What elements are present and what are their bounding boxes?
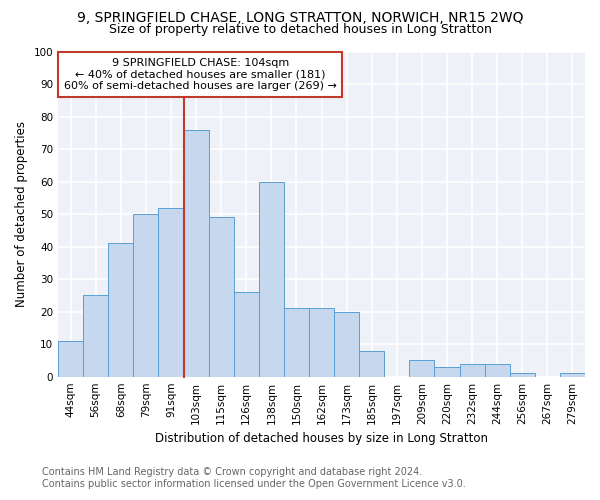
Bar [209, 218, 233, 376]
Bar [133, 214, 158, 376]
Bar [233, 292, 259, 376]
Bar [108, 244, 133, 376]
Bar [259, 182, 284, 376]
Bar [309, 308, 334, 376]
Bar [158, 208, 184, 376]
Text: Size of property relative to detached houses in Long Stratton: Size of property relative to detached ho… [109, 22, 491, 36]
Bar [83, 296, 108, 376]
Text: 9, SPRINGFIELD CHASE, LONG STRATTON, NORWICH, NR15 2WQ: 9, SPRINGFIELD CHASE, LONG STRATTON, NOR… [77, 11, 523, 25]
Bar [284, 308, 309, 376]
Bar [58, 341, 83, 376]
Y-axis label: Number of detached properties: Number of detached properties [15, 121, 28, 307]
Bar [359, 350, 384, 376]
Bar [334, 312, 359, 376]
Bar [460, 364, 485, 376]
Text: Contains HM Land Registry data © Crown copyright and database right 2024.
Contai: Contains HM Land Registry data © Crown c… [42, 468, 466, 489]
Bar [510, 374, 535, 376]
Text: 9 SPRINGFIELD CHASE: 104sqm
← 40% of detached houses are smaller (181)
60% of se: 9 SPRINGFIELD CHASE: 104sqm ← 40% of det… [64, 58, 337, 91]
X-axis label: Distribution of detached houses by size in Long Stratton: Distribution of detached houses by size … [155, 432, 488, 445]
Bar [434, 367, 460, 376]
Bar [184, 130, 209, 376]
Bar [560, 374, 585, 376]
Bar [409, 360, 434, 376]
Bar [485, 364, 510, 376]
